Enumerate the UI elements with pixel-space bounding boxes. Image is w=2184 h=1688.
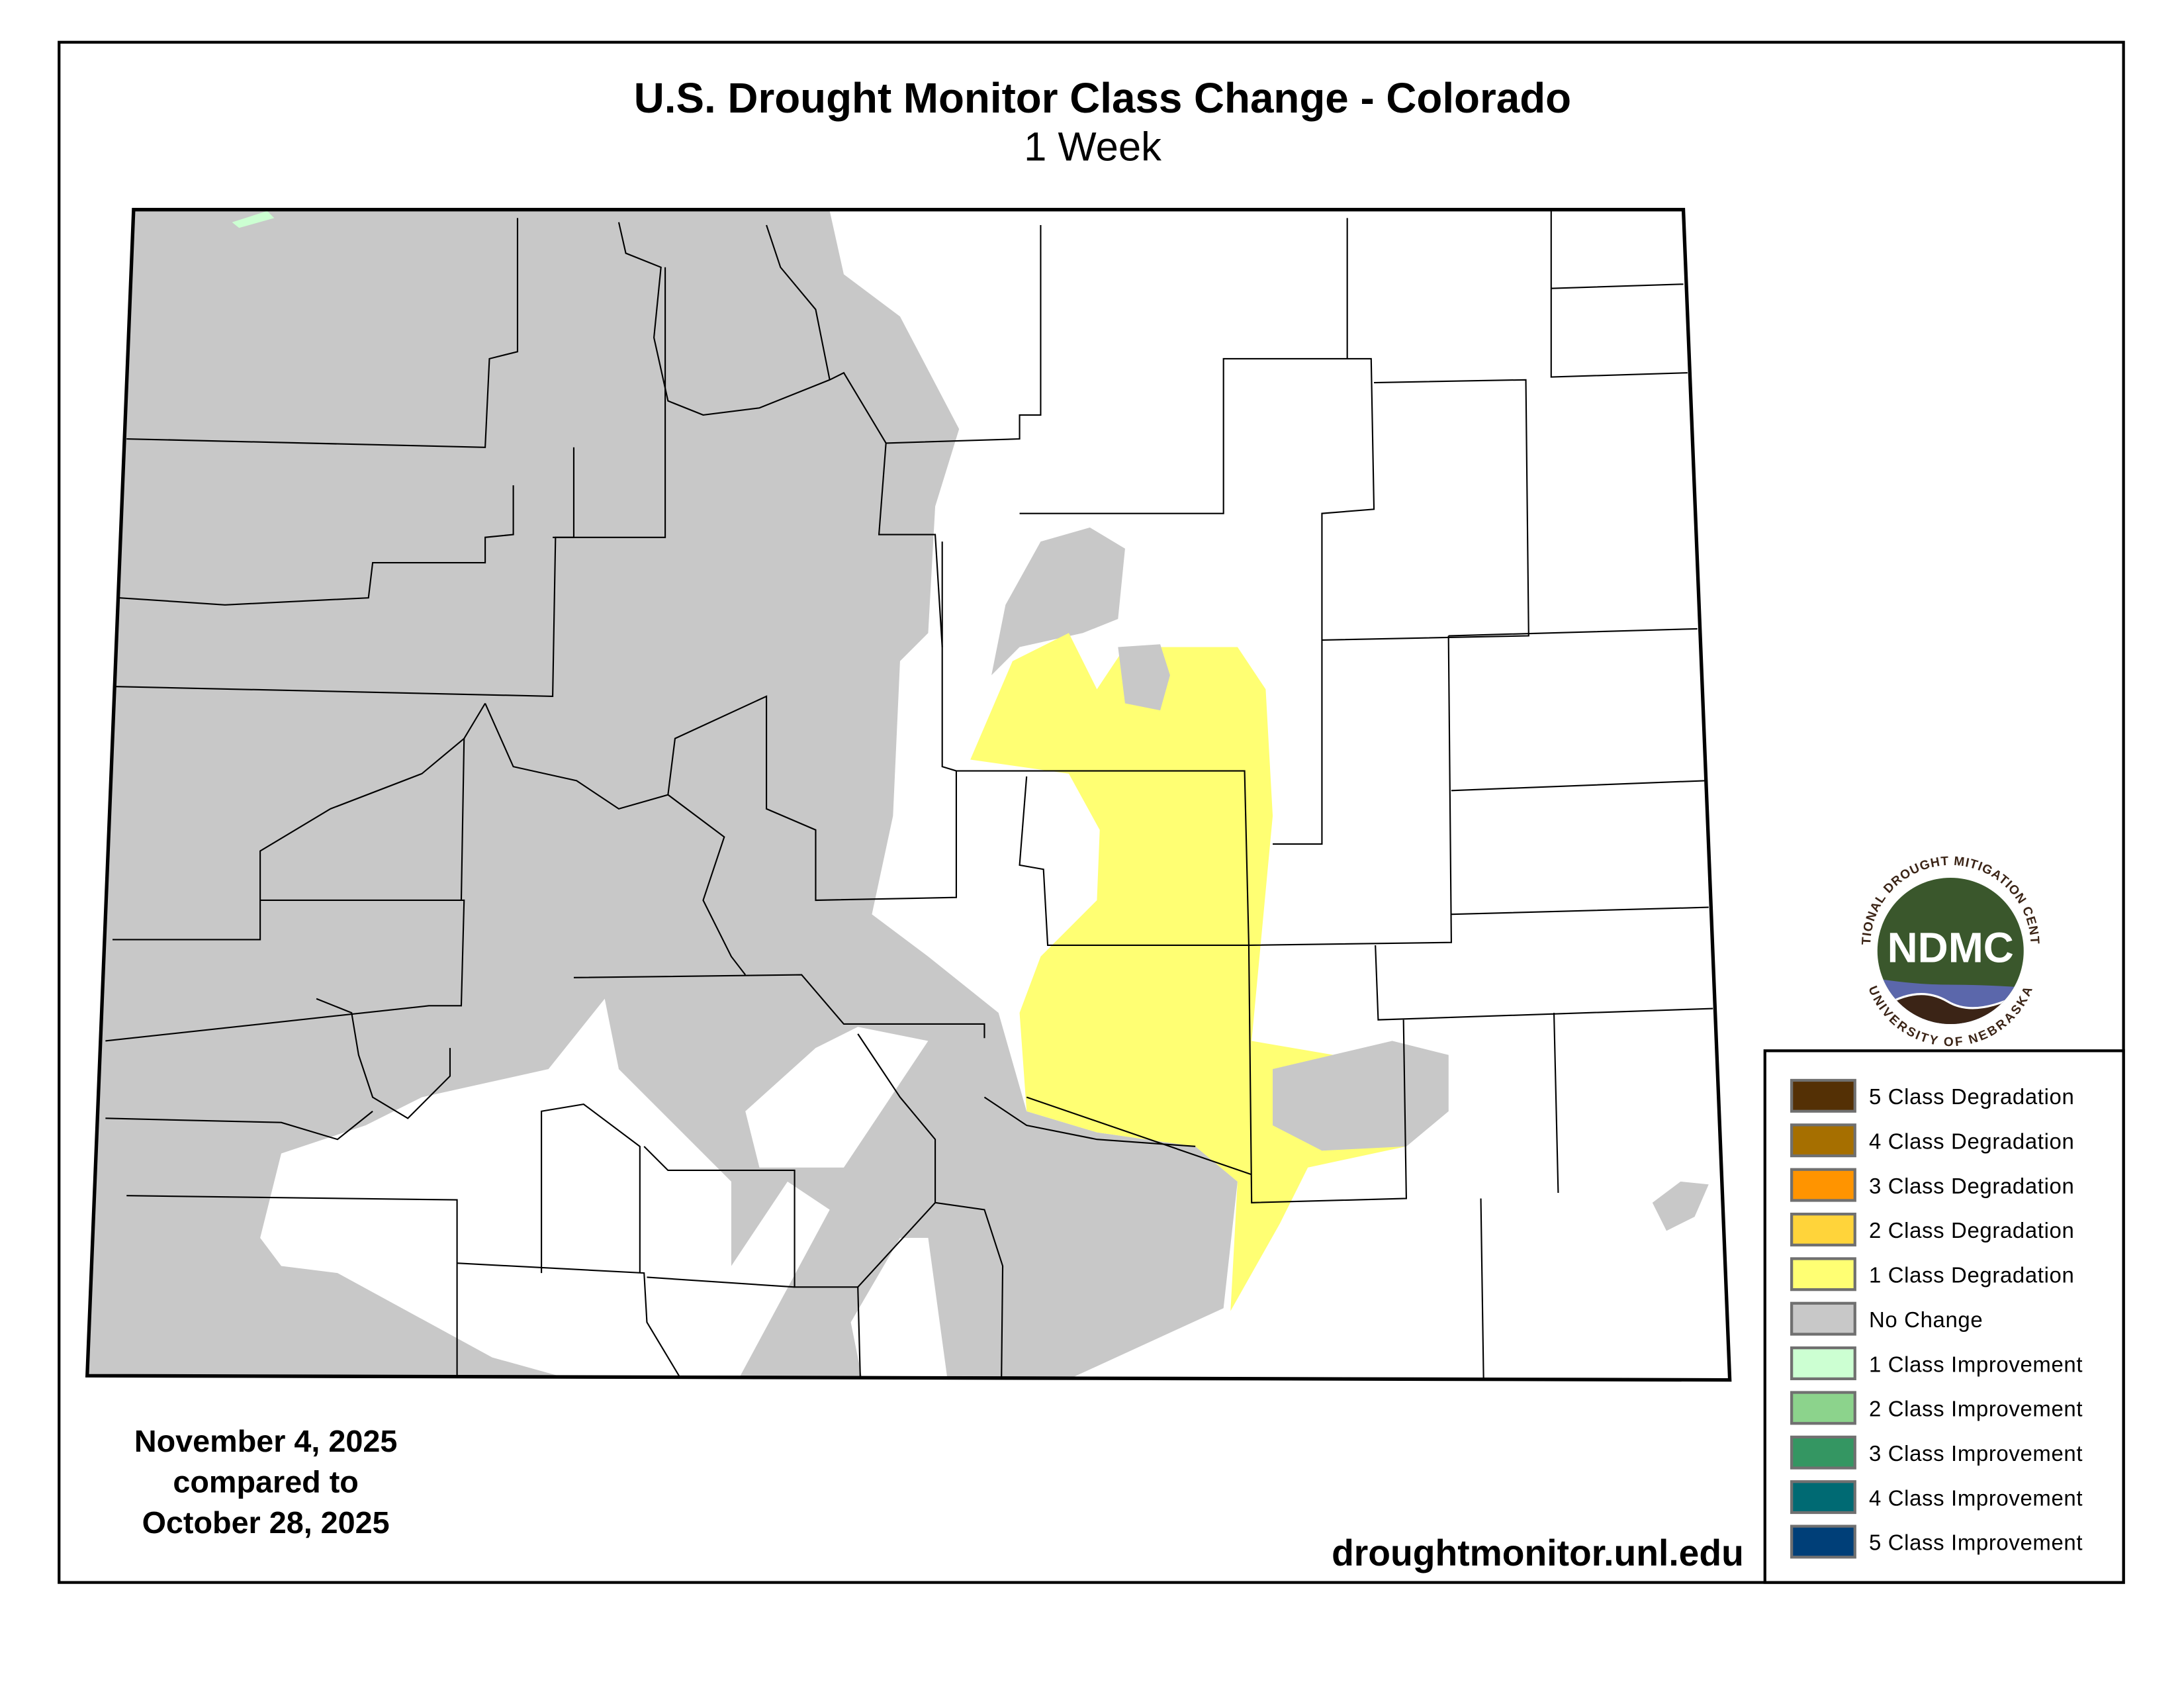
legend-item: 2 Class Degradation xyxy=(1790,1212,2074,1246)
compared-to-label: compared to xyxy=(173,1465,358,1499)
legend-label: No Change xyxy=(1869,1307,1983,1332)
previous-date: October 28, 2025 xyxy=(142,1505,390,1540)
legend-swatch xyxy=(1790,1212,1856,1246)
page-title: U.S. Drought Monitor Class Change - Colo… xyxy=(634,74,1571,122)
no-change-area-denver xyxy=(991,527,1125,676)
legend-item: 5 Class Improvement xyxy=(1790,1524,2083,1559)
current-date: November 4, 2025 xyxy=(134,1424,397,1458)
legend-swatch xyxy=(1790,1391,1856,1425)
legend-label: 5 Class Degradation xyxy=(1869,1084,2074,1109)
one-class-degradation-area xyxy=(970,633,1406,1311)
legend-swatch xyxy=(1790,1480,1856,1515)
legend-label: 1 Class Improvement xyxy=(1869,1352,2083,1376)
legend-item: 3 Class Degradation xyxy=(1790,1168,2074,1202)
legend-swatch xyxy=(1790,1435,1856,1470)
legend-swatch xyxy=(1790,1123,1856,1158)
legend-swatch xyxy=(1790,1524,1856,1559)
legend-item: 1 Class Improvement xyxy=(1790,1346,2083,1381)
legend-swatch xyxy=(1790,1301,1856,1336)
no-change-area-baca xyxy=(1652,1181,1709,1231)
legend-label: 4 Class Improvement xyxy=(1869,1485,2083,1510)
page-subtitle: 1 Week xyxy=(1024,124,1161,169)
legend-item: 4 Class Improvement xyxy=(1790,1480,2083,1515)
legend-label: 3 Class Degradation xyxy=(1869,1174,2074,1198)
legend-item: 3 Class Improvement xyxy=(1790,1435,2083,1470)
legend-item: 5 Class Degradation xyxy=(1790,1078,2074,1113)
county-boundaries xyxy=(105,211,1713,1380)
no-change-area-adams xyxy=(1118,644,1170,711)
legend-swatch xyxy=(1790,1346,1856,1381)
legend-label: 3 Class Improvement xyxy=(1869,1441,2083,1466)
legend-label: 4 Class Degradation xyxy=(1869,1129,2074,1153)
legend-item: 4 Class Degradation xyxy=(1790,1123,2074,1158)
legend-label: 2 Class Degradation xyxy=(1869,1218,2074,1243)
legend-label: 1 Class Degradation xyxy=(1869,1263,2074,1288)
legend-item: 1 Class Degradation xyxy=(1790,1257,2074,1291)
legend-swatch xyxy=(1790,1168,1856,1202)
colorado-map xyxy=(85,208,1732,1382)
legend: 5 Class Degradation 4 Class Degradation 3 … xyxy=(1763,1049,2125,1584)
source-url: droughtmonitor.unl.edu xyxy=(1332,1532,1744,1573)
unchanged-area-san-luis xyxy=(745,1027,929,1168)
state-outline xyxy=(85,208,1732,1382)
legend-label: 2 Class Improvement xyxy=(1869,1397,2083,1421)
one-class-improvement-area xyxy=(232,211,275,228)
legend-swatch xyxy=(1790,1078,1856,1113)
unchanged-area-southwest xyxy=(260,998,830,1380)
legend-item: No Change xyxy=(1790,1301,1983,1336)
unchanged-area-south xyxy=(850,1237,950,1380)
legend-item: 2 Class Improvement xyxy=(1790,1391,2083,1425)
no-change-area-west xyxy=(87,209,1238,1380)
legend-swatch xyxy=(1790,1257,1856,1291)
legend-label: 5 Class Improvement xyxy=(1869,1530,2083,1555)
logo-ndmc-text: NDMC xyxy=(1888,923,2014,971)
